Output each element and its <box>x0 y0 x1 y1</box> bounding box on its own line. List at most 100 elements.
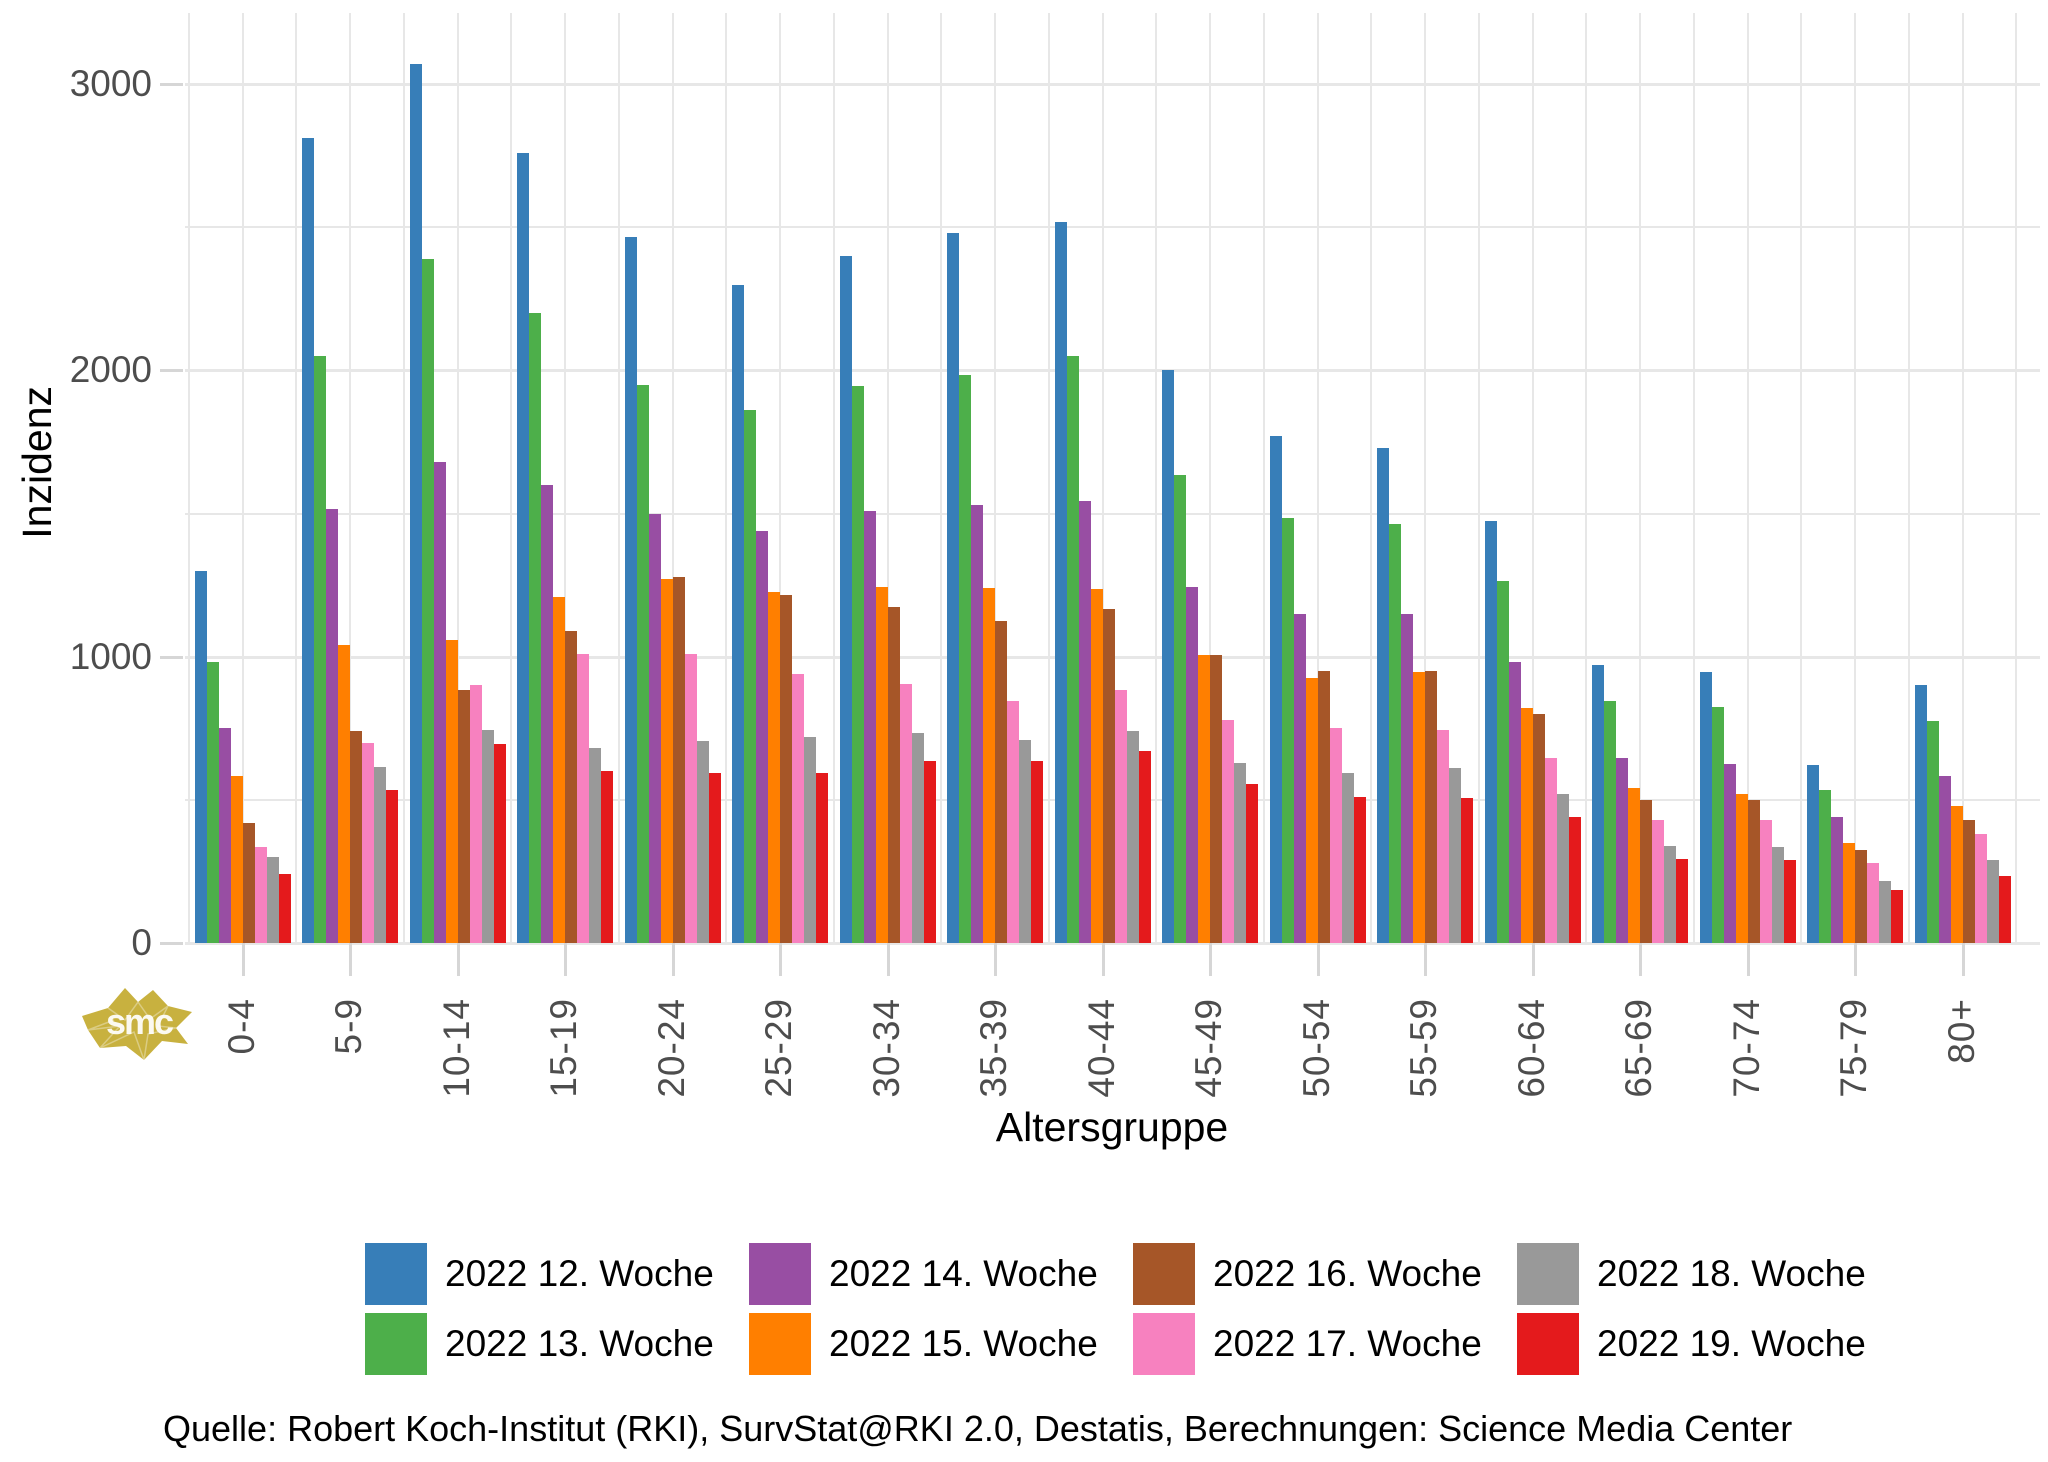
bar-75-79-week-16 <box>1855 849 1867 943</box>
bar-30-34-week-17 <box>899 683 912 943</box>
bar-25-29-week-13 <box>744 410 756 943</box>
bar-80+-week-13 <box>1926 721 1939 943</box>
bar-50-54-week-18 <box>1341 772 1354 943</box>
bar-75-79-week-12 <box>1807 765 1819 943</box>
x-tick-label-20-24: 20-24 <box>650 998 692 1098</box>
smc-logo-shape <box>82 988 192 1060</box>
bar-55-59-week-12 <box>1377 447 1389 943</box>
bar-25-29-week-12 <box>732 284 744 943</box>
x-tick-label-5-9: 5-9 <box>328 998 369 1055</box>
x-tick-label-70-74: 70-74 <box>1725 998 1767 1098</box>
bar-30-34-week-18 <box>911 732 924 943</box>
gridline-v-major <box>779 13 781 943</box>
bar-55-59-week-19 <box>1461 798 1473 943</box>
bar-40-44-week-13 <box>1066 356 1079 943</box>
gridline-v-major <box>349 13 351 943</box>
gridline-h-0 <box>185 942 2040 945</box>
bar-65-69-week-13 <box>1604 701 1616 943</box>
bar-65-69-week-14 <box>1616 758 1628 943</box>
gridline-v-major <box>1531 13 1534 943</box>
legend-swatch-week-17 <box>1133 1313 1195 1375</box>
bar-70-74-week-14 <box>1723 764 1736 943</box>
gridline-v-major <box>1639 13 1641 943</box>
legend-label-week-13: 2022 13. Woche <box>445 1323 714 1364</box>
gridline-v-minor <box>1907 13 1910 943</box>
bar-60-64-week-17 <box>1544 758 1557 943</box>
bar-20-24-week-12 <box>624 237 637 943</box>
bar-50-54-week-15 <box>1305 678 1318 943</box>
x-tick <box>564 943 567 976</box>
bar-20-24-week-16 <box>672 576 685 943</box>
legend-swatch-week-16 <box>1133 1243 1195 1305</box>
bar-60-64-week-12 <box>1484 520 1497 943</box>
x-tick <box>349 943 352 976</box>
bar-5-9-week-17 <box>362 742 374 943</box>
legend-swatch-week-18 <box>1517 1243 1579 1305</box>
bar-45-49-week-18 <box>1234 762 1246 943</box>
gridline-v-minor <box>725 13 728 943</box>
gridline-v-major <box>1854 13 1856 943</box>
bar-5-9-week-19 <box>386 789 398 943</box>
bar-10-14-week-18 <box>481 729 494 943</box>
bar-65-69-week-18 <box>1664 845 1676 943</box>
x-tick-label-80+: 80+ <box>1940 998 1982 1064</box>
bar-40-44-week-12 <box>1054 221 1067 943</box>
bar-10-14-week-15 <box>445 639 458 943</box>
bar-80+-week-16 <box>1962 819 1975 943</box>
x-tick <box>1316 943 1320 976</box>
gridline-v-minor <box>1047 13 1050 943</box>
gridline-v-minor <box>832 13 835 943</box>
x-tick-label-40-44: 40-44 <box>1080 998 1122 1098</box>
bar-0-4-week-16 <box>242 822 255 943</box>
bar-65-69-week-12 <box>1592 665 1604 943</box>
y-tick-2000 <box>160 369 183 373</box>
bar-0-4-week-17 <box>254 847 267 943</box>
bar-40-44-week-14 <box>1078 500 1091 943</box>
smc-logo: smc <box>82 988 192 1061</box>
legend-label-week-17: 2022 17. Woche <box>1213 1323 1482 1364</box>
bar-35-39-week-15 <box>983 587 995 943</box>
x-tick <box>779 943 782 976</box>
bar-35-39-week-16 <box>995 620 1007 943</box>
bar-15-19-week-15 <box>553 596 565 943</box>
x-tick-label-50-54: 50-54 <box>1295 998 1337 1098</box>
bar-10-14-week-19 <box>493 744 506 943</box>
bar-55-59-week-14 <box>1401 613 1413 943</box>
gridline-v-major <box>456 13 459 943</box>
x-tick <box>886 943 890 976</box>
bar-25-29-week-15 <box>768 592 780 943</box>
bar-60-64-week-19 <box>1568 817 1581 943</box>
y-tick-3000 <box>160 83 183 87</box>
x-tick <box>1746 943 1750 976</box>
bar-45-49-week-16 <box>1210 655 1222 943</box>
legend-item-week-19: 2022 19. Woche <box>1517 1313 1887 1375</box>
bar-45-49-week-17 <box>1222 719 1234 943</box>
bar-50-54-week-12 <box>1269 436 1282 943</box>
bar-15-19-week-17 <box>577 653 589 943</box>
gridline-v-minor <box>1477 13 1480 943</box>
gridline-v-major <box>1961 13 1964 943</box>
gridline-v-minor <box>187 13 190 943</box>
bar-15-19-week-16 <box>565 630 577 943</box>
bar-65-69-week-16 <box>1640 799 1652 943</box>
x-axis-title: Altersgruppe <box>995 1104 1229 1150</box>
bar-20-24-week-14 <box>648 513 661 943</box>
gridline-v-major <box>886 13 889 943</box>
bar-25-29-week-17 <box>792 673 804 943</box>
x-tick <box>1639 943 1642 976</box>
bar-35-39-week-18 <box>1019 739 1031 943</box>
legend-item-week-15: 2022 15. Woche <box>749 1313 1119 1375</box>
bar-60-64-week-15 <box>1520 708 1533 943</box>
bar-45-49-week-13 <box>1174 474 1186 943</box>
bar-75-79-week-17 <box>1867 862 1879 943</box>
legend-label-week-12: 2022 12. Woche <box>445 1253 714 1294</box>
x-tick <box>671 943 675 976</box>
legend-label-week-18: 2022 18. Woche <box>1597 1253 1866 1294</box>
legend-swatch-week-19 <box>1517 1313 1579 1375</box>
bar-5-9-week-16 <box>350 731 362 943</box>
bar-15-19-week-18 <box>589 748 601 943</box>
y-tick-label-0: 0 <box>131 922 152 963</box>
x-tick-label-35-39: 35-39 <box>973 998 1014 1098</box>
bar-25-29-week-18 <box>804 736 816 943</box>
bar-0-4-week-18 <box>266 857 279 943</box>
